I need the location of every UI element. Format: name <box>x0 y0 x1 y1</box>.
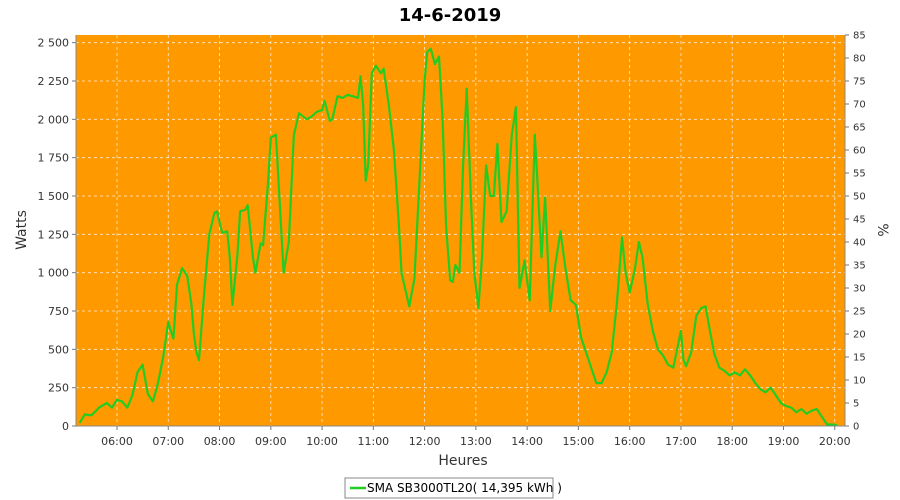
y2-axis-label: % <box>874 223 890 236</box>
y-tick-label: 500 <box>48 343 69 356</box>
y2-tick-label: 40 <box>853 238 866 249</box>
y2-tick-label: 80 <box>853 54 866 65</box>
x-tick-label: 10:00 <box>306 435 338 448</box>
x-tick-label: 08:00 <box>204 435 236 448</box>
x-tick-label: 06:00 <box>101 435 133 448</box>
y2-tick-label: 70 <box>853 100 866 111</box>
axes <box>75 35 846 427</box>
y-tick-label: 2 250 <box>38 75 70 88</box>
y-tick-label: 1 250 <box>38 228 70 241</box>
y2-tick-label: 35 <box>853 261 866 272</box>
x-axis-ticks: 06:00 07:00 08:00 09:00 10:00 11:00 12:00 13:00… <box>101 426 851 448</box>
y2-tick-label: 0 <box>853 422 859 433</box>
x-tick-label: 14:00 <box>511 435 543 448</box>
x-tick-label: 12:00 <box>409 435 441 448</box>
x-tick-label: 09:00 <box>255 435 287 448</box>
y-axis-ticks: 0 250 500 750 1 000 1 250 1 500 1 750 2 000 2 250… <box>38 37 76 433</box>
x-tick-label: 17:00 <box>665 435 697 448</box>
x-tick-label: 07:00 <box>152 435 184 448</box>
y-tick-label: 1 000 <box>38 267 70 280</box>
y-tick-label: 1 750 <box>38 152 70 165</box>
x-axis-label: Heures <box>438 453 487 469</box>
y2-tick-label: 25 <box>853 307 866 318</box>
y2-tick-label: 85 <box>853 31 866 42</box>
legend-box <box>344 477 554 499</box>
y2-tick-label: 15 <box>853 353 866 364</box>
x-tick-label: 20:00 <box>819 435 851 448</box>
y2-tick-label: 60 <box>853 146 866 157</box>
y-tick-label: 0 <box>62 420 69 433</box>
y-tick-label: 1 500 <box>38 190 70 203</box>
legend: SMA SB3000TL20( 14,395 kWh ) <box>344 477 562 499</box>
y2-tick-label: 50 <box>853 192 866 203</box>
x-tick-label: 16:00 <box>614 435 646 448</box>
legend-label: SMA SB3000TL20( 14,395 kWh ) <box>367 481 562 495</box>
y2-tick-label: 30 <box>853 284 866 295</box>
y-axis-label: Watts <box>14 210 30 250</box>
y-tick-label: 250 <box>48 382 69 395</box>
y2-tick-label: 45 <box>853 215 866 226</box>
y2-tick-label: 20 <box>853 330 866 341</box>
x-tick-label: 18:00 <box>716 435 748 448</box>
series-line <box>78 47 838 427</box>
chart-title: 14-6-2019 <box>399 5 502 26</box>
series-layer <box>78 47 838 427</box>
y2-axis-ticks: 0 5 10 15 20 25 30 35 40 45 50 55 60 65 70 75 80 85 <box>845 31 866 433</box>
y2-tick-label: 10 <box>853 376 866 387</box>
y2-tick-label: 75 <box>853 77 866 88</box>
x-tick-label: 11:00 <box>357 435 389 448</box>
x-tick-label: 19:00 <box>768 435 800 448</box>
x-tick-label: 13:00 <box>460 435 492 448</box>
x-tick-label: 15:00 <box>563 435 595 448</box>
y2-tick-label: 5 <box>853 399 859 410</box>
y-tick-label: 750 <box>48 305 69 318</box>
y2-tick-label: 65 <box>853 123 866 134</box>
y2-tick-label: 55 <box>853 169 866 180</box>
y-tick-label: 2 000 <box>38 113 70 126</box>
y-tick-label: 2 500 <box>38 37 70 50</box>
